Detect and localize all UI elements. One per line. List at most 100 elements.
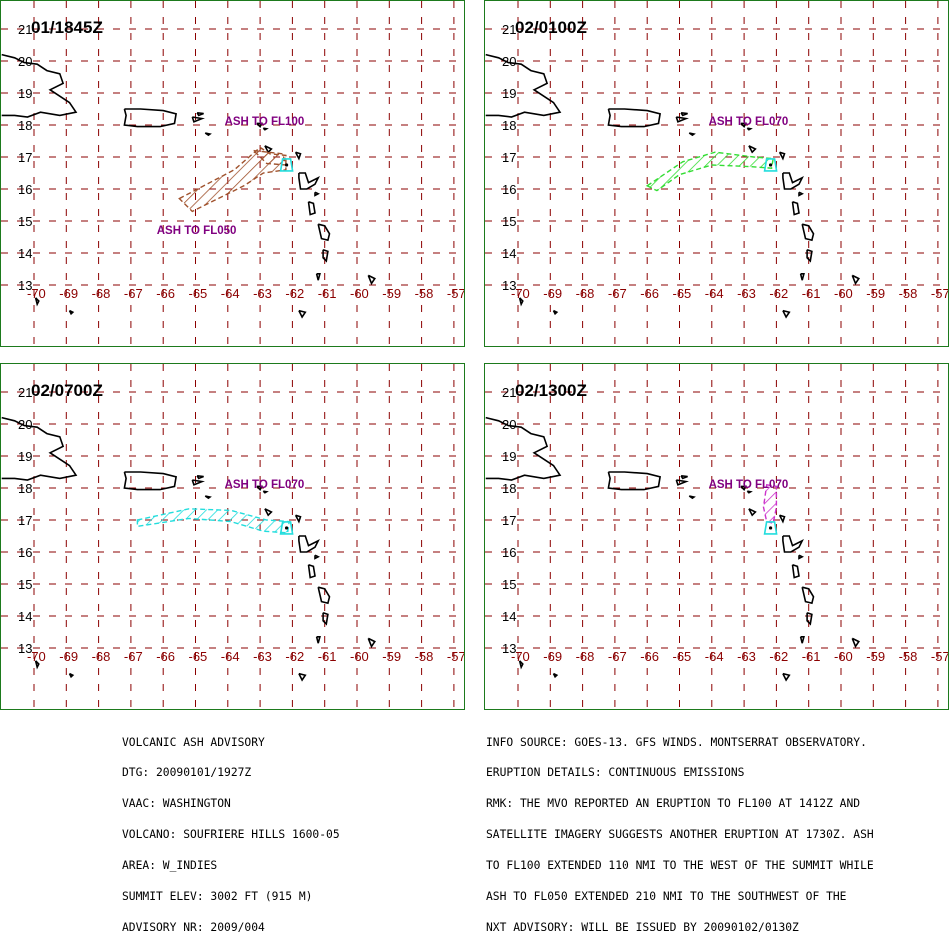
coastline	[778, 151, 786, 161]
longitude-label: -61	[318, 286, 337, 301]
coastline	[294, 151, 302, 161]
longitude-label: -57	[447, 649, 465, 664]
advisory-line: ERUPTION DETAILS: CONTINUOUS EMISSIONS	[486, 766, 745, 780]
map-panel-1: 21 20 19 18 17 16 15 14 13 -70 -69 -68 -67 -66 -65 -64-…	[0, 0, 465, 347]
coastline	[799, 635, 805, 644]
longitude-label: -58	[415, 649, 434, 664]
advisory-line: ASH TO FL050 EXTENDED 210 NMI TO THE SOU…	[486, 890, 847, 904]
advisory-line: INFO SOURCE: GOES-13. GFS WINDS. MONTSER…	[486, 735, 867, 749]
latitude-label: 21	[502, 385, 516, 400]
coastline	[798, 191, 804, 197]
coastline	[307, 201, 316, 216]
longitude-label: -58	[899, 649, 918, 664]
coastline	[688, 495, 696, 500]
longitude-label: -61	[318, 649, 337, 664]
advisory-line: RMK: THE MVO REPORTED AN ERUPTION TO FL1…	[486, 797, 861, 811]
longitude-label: -64	[221, 649, 240, 664]
latitude-label: 16	[502, 545, 516, 560]
advisory-line: VAAC: WASHINGTON	[122, 797, 231, 811]
longitude-label: -58	[415, 286, 434, 301]
longitude-label: -60	[834, 286, 853, 301]
latitude-label: 14	[502, 609, 516, 624]
advisory-line: TO FL100 EXTENDED 110 NMI TO THE WEST OF…	[486, 859, 874, 873]
longitude-label: -63	[737, 649, 756, 664]
longitude-label: -64	[221, 286, 240, 301]
longitude-label: -66	[640, 649, 659, 664]
longitude-label: -60	[350, 649, 369, 664]
coastline	[485, 53, 562, 118]
coastline	[675, 116, 689, 123]
coastline	[322, 612, 329, 626]
coastline	[317, 223, 331, 242]
coastline	[196, 475, 204, 480]
volcano-summit-dot	[284, 163, 289, 167]
ash-cloud-area	[762, 483, 778, 525]
coastline	[851, 274, 860, 286]
latitude-label: 19	[502, 449, 516, 464]
longitude-label: -59	[382, 286, 401, 301]
latitude-label: 18	[502, 118, 516, 133]
coastline	[317, 586, 331, 605]
coastline	[315, 272, 321, 281]
map-panel-4: 21 20 19 18 17 16 15 14 13 -70 -69 -68 -67 -66 -65 -64-…	[484, 363, 949, 710]
coastline	[798, 554, 804, 560]
coastline	[367, 637, 376, 649]
coastline	[262, 127, 269, 131]
coastline	[322, 249, 329, 263]
coastline	[791, 564, 800, 579]
latitude-label: 21	[502, 22, 516, 37]
longitude-label: -70	[511, 286, 530, 301]
coastline	[607, 108, 662, 128]
latitude-label: 21	[18, 385, 32, 400]
coastline	[196, 112, 204, 117]
panel-time-title: 02/1300Z	[515, 381, 587, 400]
longitude-label: -62	[769, 286, 788, 301]
longitude-label: -67	[608, 649, 627, 664]
longitude-label: -69	[543, 649, 562, 664]
volcano-summit-dot	[768, 526, 773, 530]
volcano-marker	[763, 158, 778, 172]
ash-cloud-area	[645, 151, 775, 192]
latitude-label: 13	[18, 641, 32, 656]
advisory-line: AREA: W_INDIES	[122, 859, 218, 873]
longitude-label: -59	[866, 286, 885, 301]
coastline	[262, 490, 269, 494]
latitude-label: 14	[18, 246, 32, 261]
longitude-label: -66	[156, 286, 175, 301]
coastline	[1, 53, 78, 118]
advisory-line: ADVISORY NR: 2009/004	[122, 920, 265, 934]
latitude-label: 18	[502, 481, 516, 496]
ash-cloud-area	[136, 508, 290, 534]
longitude-label: -66	[640, 286, 659, 301]
coastline	[552, 309, 559, 316]
latitude-label: 13	[502, 641, 516, 656]
coastline	[256, 122, 263, 128]
coastline	[607, 471, 662, 491]
latitude-label: 13	[18, 278, 32, 293]
volcano-marker	[279, 521, 294, 535]
longitude-label: -66	[156, 649, 175, 664]
longitude-label: -65	[673, 649, 692, 664]
coastline	[256, 485, 263, 491]
coastline	[778, 514, 786, 524]
longitude-label: -59	[382, 649, 401, 664]
longitude-label: -69	[59, 286, 78, 301]
coastline	[748, 145, 757, 154]
advisory-remarks-block: INFO SOURCE: GOES-13. GFS WINDS. MONTSER…	[486, 717, 874, 944]
coastline	[801, 586, 815, 605]
latitude-label: 20	[18, 54, 32, 69]
ash-level-label: ASH TO FL070	[225, 479, 305, 491]
ash-level-label: ASH TO FL070	[709, 479, 789, 491]
longitude-label: -57	[447, 286, 465, 301]
advisory-line: NXT ADVISORY: WILL BE ISSUED BY 20090102…	[486, 920, 799, 934]
latitude-label: 14	[502, 246, 516, 261]
longitude-label: -67	[124, 286, 143, 301]
coastline	[688, 132, 696, 137]
latitude-label: 15	[502, 577, 516, 592]
coastline	[314, 554, 320, 560]
latitude-label: 17	[18, 513, 32, 528]
latitude-label: 20	[18, 417, 32, 432]
